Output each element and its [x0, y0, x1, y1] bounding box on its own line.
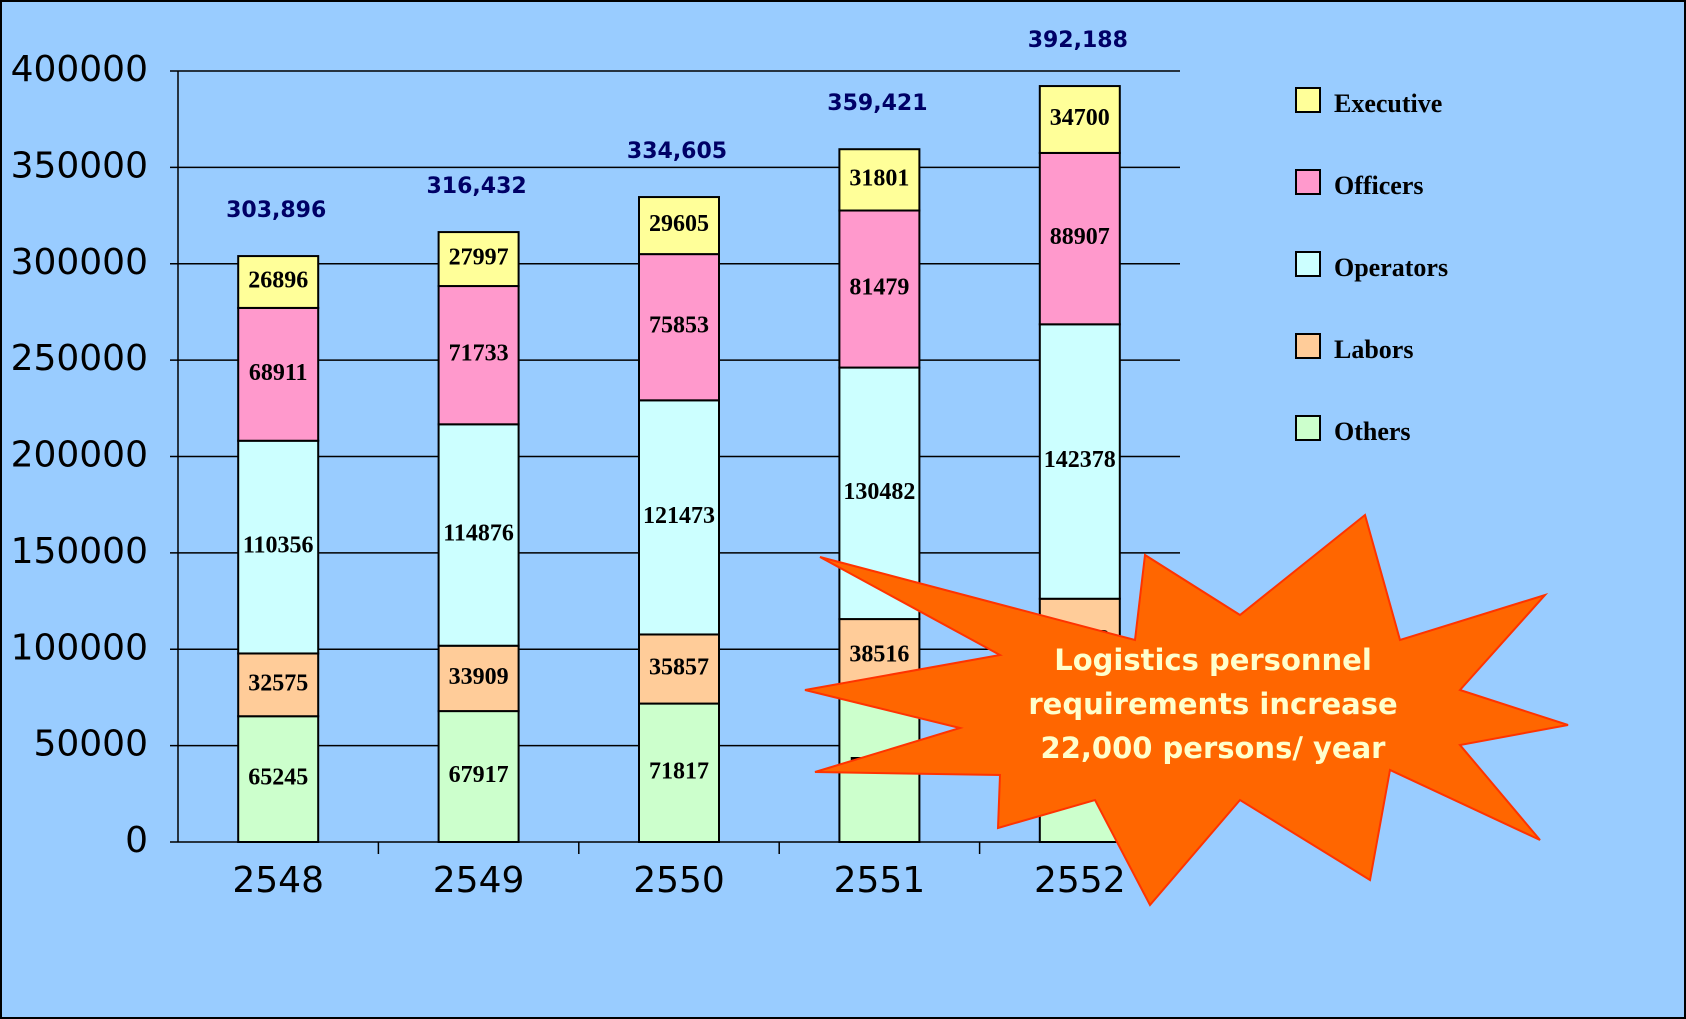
y-tick-label: 300000 — [11, 242, 148, 283]
data-label: 38516 — [849, 642, 909, 668]
total-label: 316,432 — [426, 174, 526, 199]
bar-segment — [1038, 323, 1121, 600]
bar-segment — [638, 399, 720, 636]
legend-swatch — [1295, 415, 1321, 441]
legend-swatch — [1295, 251, 1321, 277]
data-label: 110356 — [243, 533, 314, 559]
legend-swatch — [1295, 169, 1321, 195]
bar-segment — [838, 148, 921, 212]
bar-segment — [638, 702, 720, 844]
y-tick-label: 150000 — [11, 531, 148, 572]
legend-label: Operators — [1334, 253, 1448, 282]
total-label: 392,188 — [1028, 28, 1128, 53]
data-label: 67917 — [449, 762, 509, 788]
bar-segment — [437, 285, 520, 426]
bar-segment — [237, 306, 320, 442]
data-label: 32575 — [248, 670, 308, 696]
data-label: 142378 — [1044, 447, 1116, 473]
total-label: 303,896 — [226, 198, 326, 223]
x-tick-label: 2550 — [633, 860, 725, 901]
bar-segment — [437, 423, 520, 647]
x-tick-label: 2549 — [433, 860, 525, 901]
data-label: 68911 — [249, 360, 308, 386]
annotation: requirements increase — [1028, 687, 1397, 721]
data-label: 121473 — [643, 503, 715, 529]
legend-label: Labors — [1334, 335, 1413, 364]
y-tick-label: 350000 — [11, 145, 148, 186]
starburst — [804, 513, 1569, 907]
data-label: 65245 — [248, 765, 308, 791]
data-label: 114876 — [443, 521, 514, 547]
bar-segment — [838, 209, 921, 369]
y-tick-label: 250000 — [11, 338, 148, 379]
legend-swatch — [1295, 87, 1321, 113]
legend-label: Executive — [1334, 89, 1442, 118]
data-label: 35857 — [649, 655, 709, 681]
total-label: 334,605 — [627, 139, 727, 164]
y-tick-label: 200000 — [11, 435, 148, 476]
y-tick-label: 100000 — [11, 627, 148, 668]
legend-label: Officers — [1334, 171, 1424, 200]
total-label: 359,421 — [827, 91, 927, 116]
data-label: 130482 — [843, 479, 915, 505]
legend-label: Others — [1334, 417, 1411, 446]
bar-segment — [437, 710, 520, 843]
data-label: 26896 — [248, 267, 308, 293]
annotation: 22,000 persons/ year — [1041, 731, 1387, 765]
data-label: 27997 — [449, 245, 509, 271]
x-tick-label: 2551 — [834, 860, 926, 901]
data-label: 33909 — [449, 664, 509, 690]
bar-segment — [638, 196, 720, 256]
data-label: 81479 — [849, 275, 909, 301]
data-label: 71733 — [449, 341, 509, 367]
data-label: 31801 — [849, 165, 909, 191]
annotation: Logistics personnel — [1054, 643, 1372, 677]
data-label: 88907 — [1050, 224, 1110, 250]
y-tick-label: 400000 — [11, 49, 148, 90]
bar-segment — [638, 253, 720, 402]
x-tick-label: 2552 — [1034, 860, 1126, 901]
data-label: 34700 — [1050, 105, 1110, 131]
bar-segment — [237, 255, 320, 309]
y-tick-label: 50000 — [33, 724, 148, 765]
bar-segment — [237, 652, 320, 718]
bar-segment — [437, 231, 520, 288]
bar-segment — [1038, 85, 1121, 154]
data-label: 71817 — [649, 758, 709, 784]
y-tick-label: 0 — [125, 820, 148, 861]
bar-segment — [437, 644, 520, 713]
bar-segment — [638, 633, 720, 705]
data-label: 29605 — [649, 211, 709, 237]
x-tick-label: 2548 — [232, 860, 324, 901]
data-label: 75853 — [649, 313, 709, 339]
legend-swatch — [1295, 333, 1321, 359]
bar-segment — [237, 715, 320, 843]
bar-segment — [237, 439, 320, 655]
